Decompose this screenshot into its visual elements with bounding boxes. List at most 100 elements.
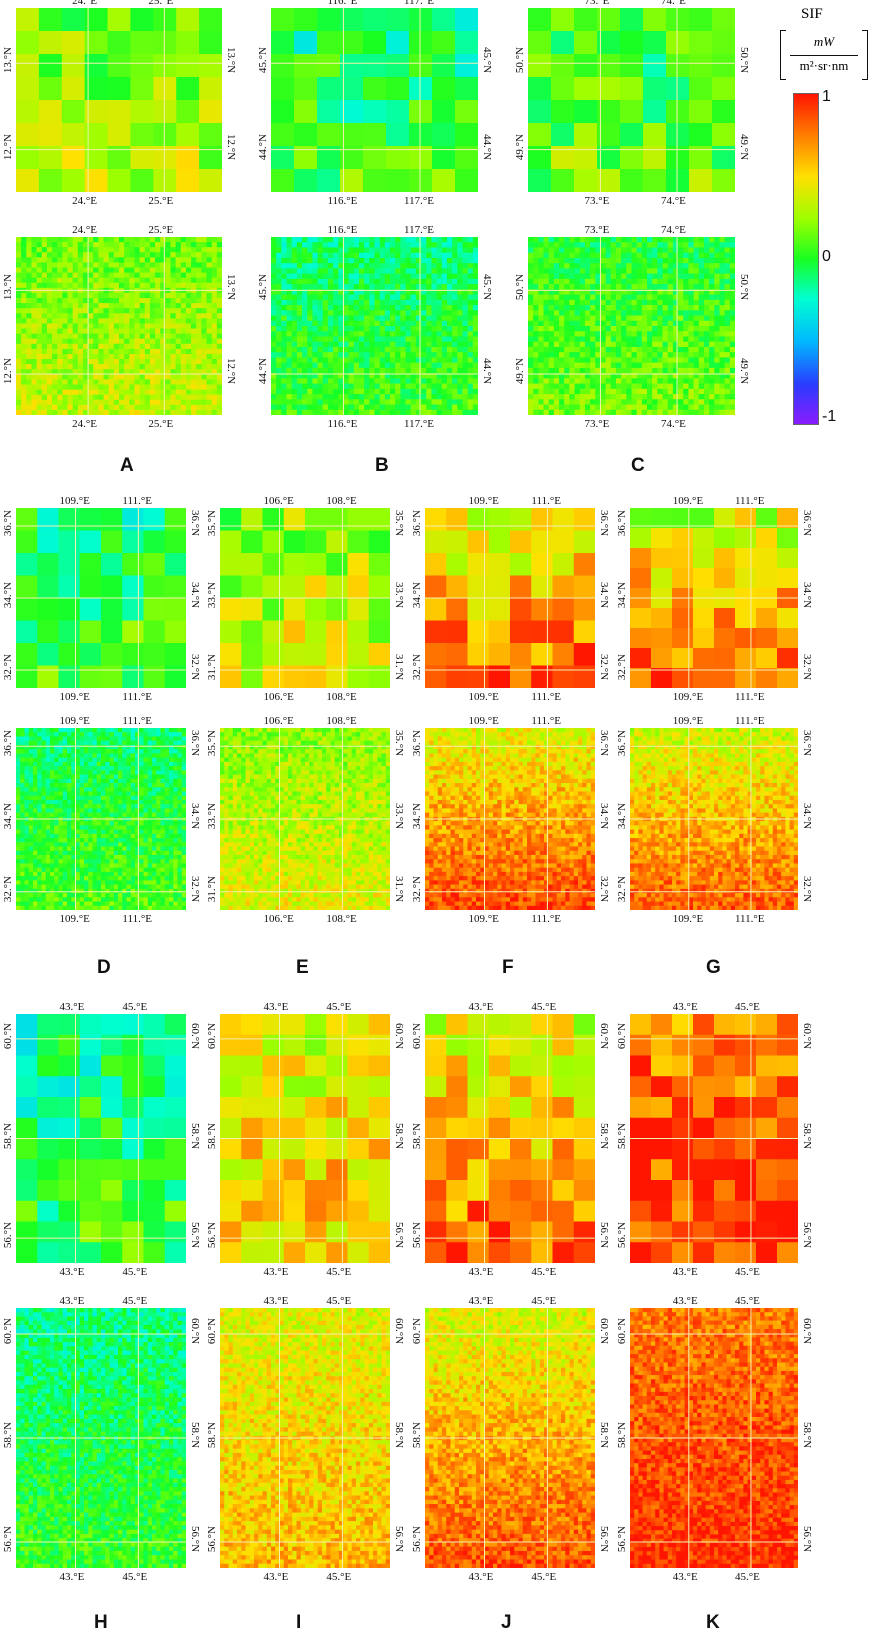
panel-g-fine-lat-left-1: 34.°N [616, 803, 628, 829]
panel-f-coarse-lon-bottom-1: 111.°E [531, 691, 561, 703]
panel-i-coarse-lon-bottom-1: 45.°E [326, 1266, 351, 1278]
panel-f-fine-lon-top-0: 109.°E [469, 715, 499, 727]
panel-d-fine-lon-bottom-1: 111.°E [122, 913, 152, 925]
panel-label-a: A [120, 455, 134, 477]
panel-e-coarse-lon-top-1: 108.°E [326, 495, 356, 507]
panel-k-fine-lon-top-1: 45.°E [735, 1295, 760, 1307]
panel-f-coarse-lat-right-0: 36.°N [598, 510, 610, 536]
panel-b-fine-lat-right-0: 45.°N [481, 274, 493, 300]
panel-h-fine-lon-top-0: 43.°E [60, 1295, 85, 1307]
panel-j-coarse-lat-left-0: 60.°N [411, 1023, 423, 1049]
panel-f-fine-lat-right-2: 32.°N [598, 876, 610, 902]
panel-d-coarse-lon-top-0: 109.°E [60, 495, 90, 507]
panel-c-fine-lon-top-0: 73.°E [584, 224, 609, 236]
panel-j-coarse-lon-top-1: 45.°E [531, 1001, 556, 1013]
panel-k-coarse-map [630, 1014, 798, 1263]
panel-a-fine-map [16, 237, 222, 415]
panel-a-coarse-lat-right-1: 12.°N [225, 134, 237, 160]
panel-a-coarse-lon-bottom-1: 25.°E [148, 195, 173, 207]
panel-a-coarse-lon-top-0: 24.°E [72, 0, 97, 7]
panel-e-coarse-map [220, 508, 390, 688]
panel-d-coarse-lon-top-1: 111.°E [122, 495, 152, 507]
panel-e-coarse-lon-bottom-1: 108.°E [326, 691, 356, 703]
panel-label-k: K [706, 1612, 720, 1634]
panel-k-coarse-lon-bottom-1: 45.°E [735, 1266, 760, 1278]
panel-h-coarse-lon-top-1: 45.°E [122, 1001, 147, 1013]
panel-j-coarse-lon-bottom-1: 45.°E [531, 1266, 556, 1278]
panel-i-fine-lat-left-2: 56.°N [206, 1526, 218, 1552]
panel-b-coarse-lat-right-0: 45.°N [481, 47, 493, 73]
panel-c-fine-lat-left-1: 49.°N [514, 358, 526, 384]
panel-d-coarse-map [16, 508, 186, 688]
panel-a-fine-lon-top-1: 25.°E [148, 224, 173, 236]
panel-b-fine-lat-right-1: 44.°N [481, 358, 493, 384]
panel-f-coarse-lon-bottom-0: 109.°E [469, 691, 499, 703]
panel-k-coarse-lat-right-1: 58.°N [801, 1123, 813, 1149]
panel-a-coarse-lon-top-1: 25.°E [148, 0, 173, 7]
panel-d-coarse-lon-bottom-1: 111.°E [122, 691, 152, 703]
panel-b-fine-lat-left-0: 45.°N [257, 274, 269, 300]
panel-e-fine-lon-top-0: 106.°E [264, 715, 294, 727]
panel-label-j: J [501, 1612, 512, 1634]
panel-h-fine-lon-bottom-1: 45.°E [122, 1571, 147, 1583]
panel-a-fine-lat-left-0: 13.°N [2, 274, 14, 300]
panel-f-fine-lon-top-1: 111.°E [531, 715, 561, 727]
panel-a-coarse-lon-bottom-0: 24.°E [72, 195, 97, 207]
panel-e-coarse-lat-right-0: 35.°N [393, 510, 405, 536]
panel-k-coarse-lat-right-0: 60.°N [801, 1023, 813, 1049]
panel-g-coarse-lat-left-1: 34.°N [616, 582, 628, 608]
panel-a-fine-lat-right-0: 13.°N [225, 274, 237, 300]
panel-g-fine-lat-right-2: 32.°N [801, 876, 813, 902]
panel-j-coarse-lat-right-0: 60.°N [598, 1023, 610, 1049]
panel-d-fine-lat-left-1: 34.°N [2, 803, 14, 829]
panel-j-coarse-lon-bottom-0: 43.°E [469, 1266, 494, 1278]
panel-h-coarse-lon-bottom-1: 45.°E [122, 1266, 147, 1278]
panel-b-coarse-lat-right-1: 44.°N [481, 134, 493, 160]
panel-h-coarse-lat-left-1: 58.°N [2, 1123, 14, 1149]
panel-h-fine-lon-bottom-0: 43.°E [60, 1571, 85, 1583]
panel-g-fine-lon-top-1: 111.°E [735, 715, 765, 727]
colorbar-max-label: 1 [822, 88, 831, 106]
panel-b-fine-lon-bottom-1: 117.°E [404, 418, 434, 430]
panel-j-fine-lat-left-0: 60.°N [411, 1318, 423, 1344]
panel-f-coarse-map [425, 508, 595, 688]
legend-unit: mW m²·sr·nm [780, 30, 868, 80]
panel-f-fine-lat-right-0: 36.°N [598, 730, 610, 756]
panel-i-fine-lat-right-2: 56.°N [393, 1526, 405, 1552]
panel-k-coarse-lon-top-1: 45.°E [735, 1001, 760, 1013]
panel-e-fine-map [220, 728, 390, 910]
panel-h-coarse-lat-left-2: 56.°N [2, 1222, 14, 1248]
panel-e-fine-lat-right-2: 31.°N [393, 876, 405, 902]
panel-c-coarse-lon-top-0: 73.°E [584, 0, 609, 7]
panel-b-fine-lon-bottom-0: 116.°E [327, 418, 357, 430]
panel-d-fine-lat-right-1: 34.°N [189, 803, 201, 829]
panel-c-coarse-lon-bottom-0: 73.°E [584, 195, 609, 207]
panel-i-coarse-lon-top-1: 45.°E [326, 1001, 351, 1013]
panel-b-coarse-lon-top-1: 117.°E [404, 0, 434, 7]
panel-i-coarse-lat-left-2: 56.°N [206, 1222, 218, 1248]
panel-k-coarse-lon-bottom-0: 43.°E [673, 1266, 698, 1278]
panel-c-fine-lon-bottom-0: 73.°E [584, 418, 609, 430]
panel-j-fine-lat-left-1: 58.°N [411, 1422, 423, 1448]
panel-c-fine-lat-right-0: 50.°N [738, 274, 750, 300]
panel-f-fine-lat-left-0: 36.°N [411, 730, 423, 756]
panel-d-fine-lon-bottom-0: 109.°E [60, 913, 90, 925]
panel-h-fine-map [16, 1308, 186, 1568]
panel-e-fine-lat-right-0: 35.°N [393, 730, 405, 756]
panel-j-coarse-lon-top-0: 43.°E [469, 1001, 494, 1013]
panel-e-fine-lat-left-1: 33.°N [206, 803, 218, 829]
panel-g-coarse-map [630, 508, 798, 688]
panel-k-coarse-lat-left-0: 60.°N [616, 1023, 628, 1049]
panel-d-coarse-lat-right-1: 34.°N [189, 582, 201, 608]
panel-b-coarse-lat-left-1: 44.°N [257, 134, 269, 160]
panel-j-fine-lat-right-2: 56.°N [598, 1526, 610, 1552]
panel-i-fine-lon-top-0: 43.°E [264, 1295, 289, 1307]
unit-numerator: mW [780, 34, 868, 50]
panel-j-coarse-lat-right-2: 56.°N [598, 1222, 610, 1248]
panel-a-fine-lon-top-0: 24.°E [72, 224, 97, 236]
panel-j-fine-lon-top-1: 45.°E [531, 1295, 556, 1307]
legend-title: SIF [801, 6, 823, 23]
panel-h-fine-lat-right-2: 56.°N [189, 1526, 201, 1552]
panel-f-fine-lat-left-2: 32.°N [411, 876, 423, 902]
panel-b-coarse-lon-bottom-0: 116.°E [327, 195, 357, 207]
